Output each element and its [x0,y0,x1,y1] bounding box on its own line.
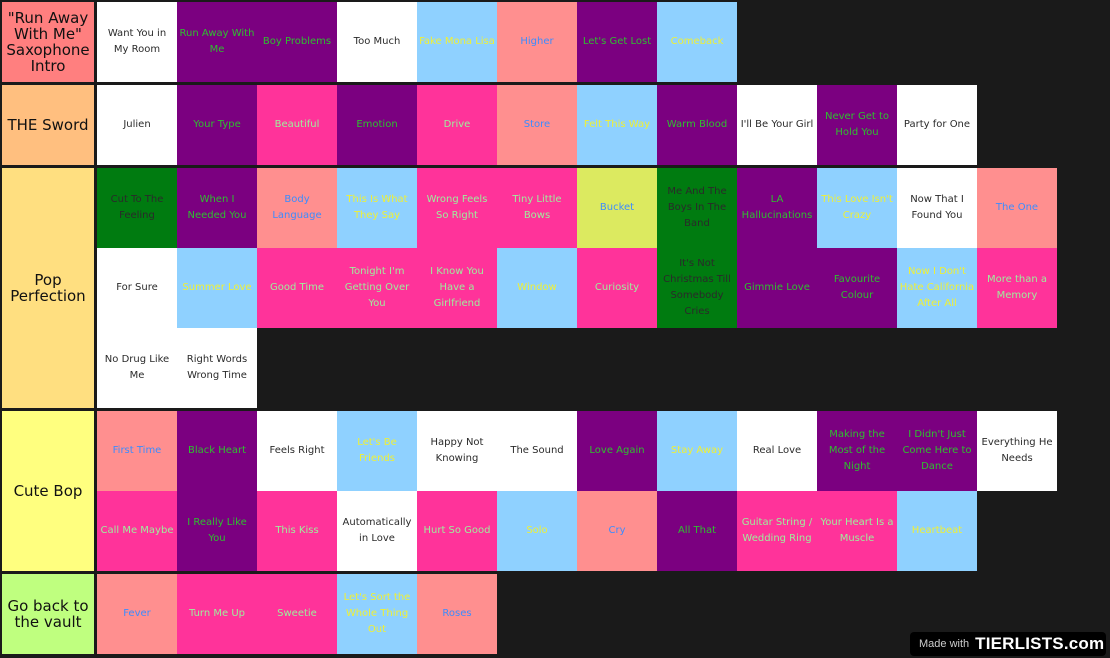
song-tile[interactable]: Window [497,248,577,328]
tier-row: "Run Away With Me" Saxophone Intro Want Y… [0,2,1110,82]
tier-label[interactable]: Cute Bop [2,411,94,571]
tier-items: Want You in My Room Run Away With Me Boy P… [97,2,1107,82]
tier-label[interactable]: THE Sword [2,85,94,165]
song-tile[interactable]: Automatically in Love [337,491,417,571]
song-tile[interactable]: Black Heart [177,411,257,491]
song-tile[interactable]: Call Me Maybe [97,491,177,571]
song-tile[interactable]: Store [497,85,577,165]
song-tile[interactable]: This Is What They Say [337,168,417,248]
tierlists-logo: TIERLISTS.com [975,634,1105,653]
song-tile[interactable]: Wrong Feels So Right [417,168,497,248]
song-tile[interactable]: Now That I Found You [897,168,977,248]
song-tile[interactable]: Run Away With Me [177,2,257,82]
made-with-label: Made with [919,638,970,650]
song-tile[interactable]: More than a Memory [977,248,1057,328]
song-tile[interactable]: Tiny Little Bows [497,168,577,248]
song-tile[interactable]: Want You in My Room [97,2,177,82]
song-tile[interactable]: I Didn't Just Come Here to Dance [897,411,977,491]
song-tile[interactable]: Turn Me Up [177,574,257,654]
song-tile[interactable]: Let's Be Friends [337,411,417,491]
tier-items: Fever Turn Me Up Sweetie Let's Sort the Who… [97,574,1107,654]
made-with-badge[interactable]: Made with TIERLISTS.com [910,632,1106,656]
tier-label[interactable]: "Run Away With Me" Saxophone Intro [2,2,94,82]
song-tile[interactable]: Cut To The Feeling [97,168,177,248]
song-tile[interactable]: Favourite Colour [817,248,897,328]
song-tile[interactable]: Hurt So Good [417,491,497,571]
tier-row: Cute Bop First Time Black Heart Feels Right… [0,411,1110,571]
song-tile[interactable]: Your Heart Is a Muscle [817,491,897,571]
song-tile[interactable]: When I Needed You [177,168,257,248]
song-tile[interactable]: Stay Away [657,411,737,491]
song-tile[interactable]: For Sure [97,248,177,328]
song-tile[interactable]: Bucket [577,168,657,248]
tier-items: First Time Black Heart Feels Right Let's Be… [97,411,1107,571]
song-tile[interactable]: I'll Be Your Girl [737,85,817,165]
song-tile[interactable]: Body Language [257,168,337,248]
song-tile[interactable]: Felt This Way [577,85,657,165]
song-tile[interactable]: Guitar String / Wedding Ring [737,491,817,571]
song-tile[interactable]: All That [657,491,737,571]
song-tile[interactable]: Emotion [337,85,417,165]
song-tile[interactable]: Drive [417,85,497,165]
tier-row: THE Sword Julien Your Type Beautiful Emotion… [0,85,1110,165]
song-tile[interactable]: Beautiful [257,85,337,165]
song-tile[interactable]: The One [977,168,1057,248]
song-tile[interactable]: Feels Right [257,411,337,491]
song-tile[interactable]: Comeback [657,2,737,82]
song-tile[interactable]: LA Hallucinations [737,168,817,248]
song-tile[interactable]: Real Love [737,411,817,491]
song-tile[interactable]: Now I Don't Hate California After All [897,248,977,328]
song-tile[interactable]: This Kiss [257,491,337,571]
song-tile[interactable]: Summer Love [177,248,257,328]
song-tile[interactable]: Fake Mona Lisa [417,2,497,82]
song-tile[interactable]: Right Words Wrong Time [177,328,257,408]
song-tile[interactable]: Solo [497,491,577,571]
tier-items: Cut To The Feeling When I Needed You Body … [97,168,1107,408]
song-tile[interactable]: Good Time [257,248,337,328]
tier-label[interactable]: Pop Perfection [2,168,94,408]
song-tile[interactable]: No Drug Like Me [97,328,177,408]
song-tile[interactable]: Never Get to Hold You [817,85,897,165]
song-tile[interactable]: The Sound [497,411,577,491]
song-tile[interactable]: I Really Like You [177,491,257,571]
song-tile[interactable]: Warm Blood [657,85,737,165]
song-tile[interactable]: Let's Get Lost [577,2,657,82]
song-tile[interactable]: Curiosity [577,248,657,328]
song-tile[interactable]: Too Much [337,2,417,82]
song-tile[interactable]: First Time [97,411,177,491]
song-tile[interactable]: Your Type [177,85,257,165]
song-tile[interactable]: Gimmie Love [737,248,817,328]
song-tile[interactable]: Fever [97,574,177,654]
tier-label[interactable]: Go back to the vault [2,574,94,654]
song-tile[interactable]: It's Not Christmas Till Somebody Cries [657,248,737,328]
song-tile[interactable]: Love Again [577,411,657,491]
song-tile[interactable]: Let's Sort the Whole Thing Out [337,574,417,654]
tier-row: Pop Perfection Cut To The Feeling When I N… [0,168,1110,408]
song-tile[interactable]: Cry [577,491,657,571]
song-tile[interactable]: Party for One [897,85,977,165]
song-tile[interactable]: Everything He Needs [977,411,1057,491]
tier-items: Julien Your Type Beautiful Emotion Drive Stor… [97,85,1107,165]
song-tile[interactable]: Heartbeat [897,491,977,571]
song-tile[interactable]: Tonight I'm Getting Over You [337,248,417,328]
song-tile[interactable]: This Love Isn't Crazy [817,168,897,248]
song-tile[interactable]: Roses [417,574,497,654]
song-tile[interactable]: Me And The Boys In The Band [657,168,737,248]
tier-row: Go back to the vault Fever Turn Me Up Sweet… [0,574,1110,654]
song-tile[interactable]: Sweetie [257,574,337,654]
song-tile[interactable]: Boy Problems [257,2,337,82]
song-tile[interactable]: I Know You Have a Girlfriend [417,248,497,328]
song-tile[interactable]: Happy Not Knowing [417,411,497,491]
song-tile[interactable]: Julien [97,85,177,165]
song-tile[interactable]: Higher [497,2,577,82]
song-tile[interactable]: Making the Most of the Night [817,411,897,491]
